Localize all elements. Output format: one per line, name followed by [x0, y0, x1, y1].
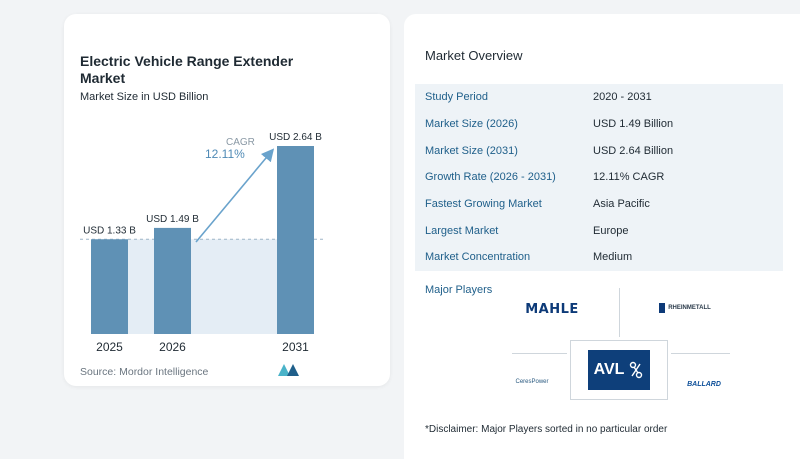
- row-label: Largest Market: [425, 224, 499, 237]
- bar-2031: [277, 146, 314, 334]
- data-label-2031: USD 2.64 B: [269, 132, 322, 143]
- row-value: Europe: [593, 224, 629, 237]
- ballard-logo: BALLARD: [687, 380, 721, 388]
- cagr-label: CAGR: [226, 137, 255, 148]
- overview-table: Study Period 2020 - 2031 Market Size (20…: [415, 84, 783, 271]
- overview-title: Market Overview: [425, 48, 523, 63]
- row-label: Market Size (2026): [425, 118, 518, 131]
- divider: [668, 353, 730, 354]
- table-row: Study Period 2020 - 2031: [415, 84, 783, 111]
- x-tick-2031: 2031: [282, 340, 309, 354]
- divider: [619, 288, 620, 340]
- rheinmetall-mark-icon: [659, 303, 666, 313]
- row-value: USD 1.49 Billion: [593, 118, 674, 131]
- avl-tools-icon: [630, 361, 643, 379]
- table-row: Market Concentration Medium: [415, 244, 783, 271]
- row-label: Fastest Growing Market: [425, 198, 542, 211]
- row-value: 2020 - 2031: [593, 91, 652, 104]
- data-label-2026: USD 1.49 B: [146, 214, 199, 225]
- data-label-2025: USD 1.33 B: [83, 225, 136, 236]
- row-value: 12.11% CAGR: [593, 171, 665, 184]
- bar-2026: [154, 227, 191, 334]
- table-row: Growth Rate (2026 - 2031) 12.11% CAGR: [415, 164, 783, 191]
- row-value: Asia Pacific: [593, 198, 650, 211]
- table-row: Largest Market Europe: [415, 217, 783, 245]
- cagr-arrow: [195, 148, 275, 243]
- avl-logo: AVL: [570, 340, 668, 400]
- x-tick-2025: 2025: [96, 340, 123, 354]
- row-value: USD 2.64 Billion: [593, 144, 674, 157]
- avl-logo-text: AVL: [593, 361, 625, 378]
- source-note: Source: Mordor Intelligence: [80, 366, 209, 378]
- row-label: Study Period: [425, 91, 488, 104]
- mahle-logo: MAHLE: [525, 301, 579, 317]
- row-label: Market Concentration: [425, 251, 531, 264]
- rheinmetall-logo: RHEINMETALL: [650, 300, 720, 316]
- chart-title: Electric Vehicle Range Extender Market: [80, 53, 294, 86]
- players-title: Major Players: [425, 284, 493, 296]
- avl-logo-badge: AVL: [588, 350, 650, 390]
- disclaimer: *Disclaimer: Major Players sorted in no …: [425, 424, 668, 435]
- row-label: Market Size (2031): [425, 144, 518, 157]
- row-label: Growth Rate (2026 - 2031): [425, 171, 556, 184]
- table-row: Market Size (2026) USD 1.49 Billion: [415, 110, 783, 138]
- table-row: Market Size (2031) USD 2.64 Billion: [415, 137, 783, 165]
- mordor-logo-icon: [278, 364, 299, 376]
- row-value: Medium: [593, 251, 633, 264]
- cagr-value: 12.11%: [205, 147, 245, 161]
- x-tick-2026: 2026: [159, 340, 186, 354]
- chart-subtitle: Market Size in USD Billion: [80, 91, 209, 103]
- rheinmetall-logo-text: RHEINMETALL: [668, 305, 711, 311]
- bar-2025: [91, 239, 128, 334]
- bar-chart: USD 1.33 B 2025 USD 1.49 B 2026 USD 2.64 B 20…: [80, 132, 326, 354]
- ceres-logo: CeresPower: [515, 379, 549, 385]
- table-row: Fastest Growing Market Asia Pacific: [415, 190, 783, 218]
- divider: [512, 353, 570, 354]
